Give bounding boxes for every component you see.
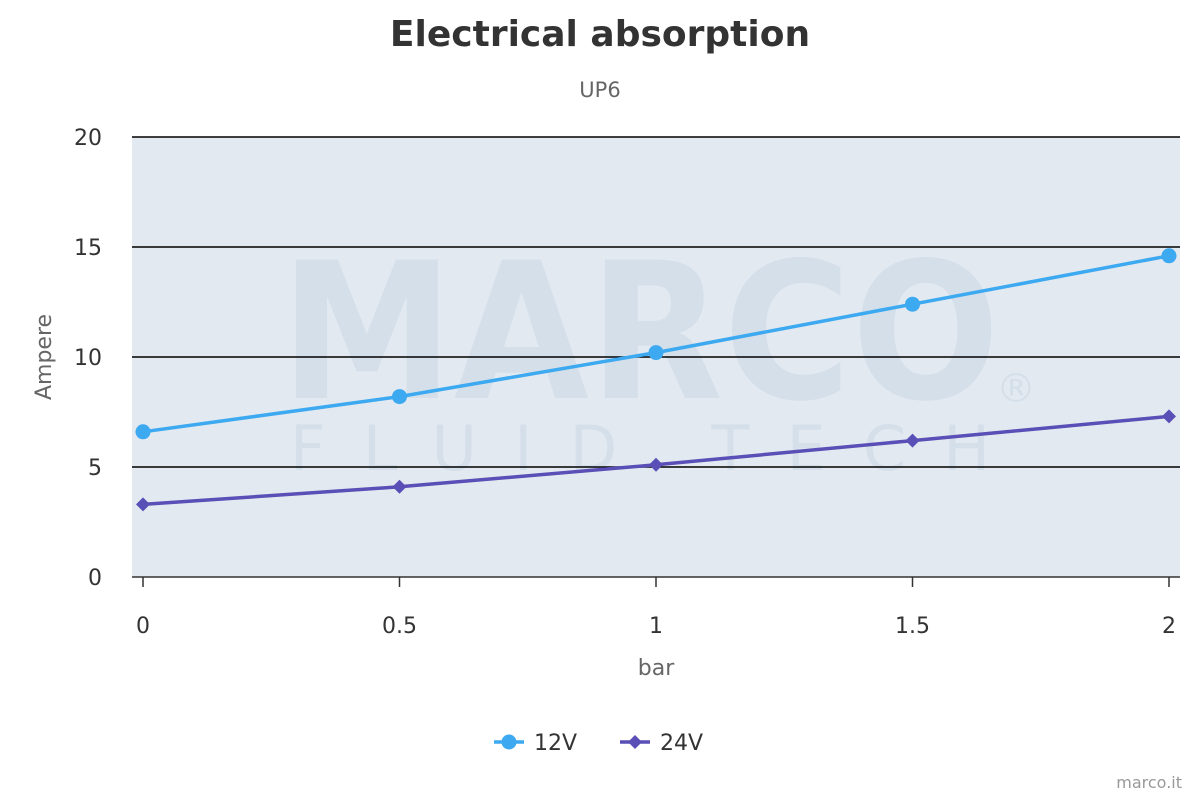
legend-marker[interactable] bbox=[628, 735, 642, 749]
data-point-12v[interactable] bbox=[1161, 248, 1177, 264]
y-tick-label: 5 bbox=[88, 456, 102, 481]
data-point-24v[interactable] bbox=[1162, 409, 1176, 424]
y-tick-label: 10 bbox=[74, 346, 102, 371]
data-point-24v[interactable] bbox=[905, 433, 920, 448]
data-point-24v[interactable] bbox=[392, 479, 407, 494]
legend-item-12v[interactable]: 12V bbox=[494, 731, 577, 756]
data-point-24v[interactable] bbox=[136, 497, 150, 512]
series-24v bbox=[136, 409, 1176, 512]
legend-marker[interactable] bbox=[501, 734, 517, 750]
watermark-registered-mark: ® bbox=[996, 366, 1036, 412]
legend: 12V 24V bbox=[494, 731, 703, 756]
x-axis: 0 0.5 1 1.5 2 bbox=[132, 576, 1180, 639]
x-tick-label: 0.5 bbox=[382, 614, 417, 639]
y-tick-label: 0 bbox=[88, 566, 102, 591]
y-axis: 0 5 10 15 20 bbox=[74, 126, 102, 591]
y-tick-label: 15 bbox=[74, 236, 102, 261]
data-point-12v[interactable] bbox=[905, 296, 920, 312]
y-tick-label: 20 bbox=[74, 126, 102, 151]
x-tick-label: 0 bbox=[136, 614, 150, 639]
chart-subtitle: UP6 bbox=[579, 78, 621, 102]
data-point-12v[interactable] bbox=[392, 389, 407, 405]
legend-item-24v[interactable]: 24V bbox=[620, 731, 703, 756]
data-point-12v[interactable] bbox=[648, 345, 664, 361]
chart-title: Electrical absorption bbox=[389, 14, 811, 55]
watermark-marco: MARCO bbox=[280, 222, 1000, 443]
credits-link[interactable]: marco.it bbox=[1116, 773, 1182, 792]
series-12v bbox=[135, 248, 1177, 440]
legend-label: 24V bbox=[660, 731, 703, 756]
legend-label: 12V bbox=[534, 731, 577, 756]
data-point-24v[interactable] bbox=[649, 457, 663, 472]
x-tick-label: 1.5 bbox=[895, 614, 930, 639]
y-axis-title: Ampere bbox=[32, 314, 57, 400]
series-layer bbox=[135, 248, 1177, 512]
x-axis-title: bar bbox=[638, 656, 675, 681]
x-tick-label: 1 bbox=[649, 614, 663, 639]
x-tick-label: 2 bbox=[1162, 614, 1176, 639]
data-point-12v[interactable] bbox=[135, 424, 151, 440]
